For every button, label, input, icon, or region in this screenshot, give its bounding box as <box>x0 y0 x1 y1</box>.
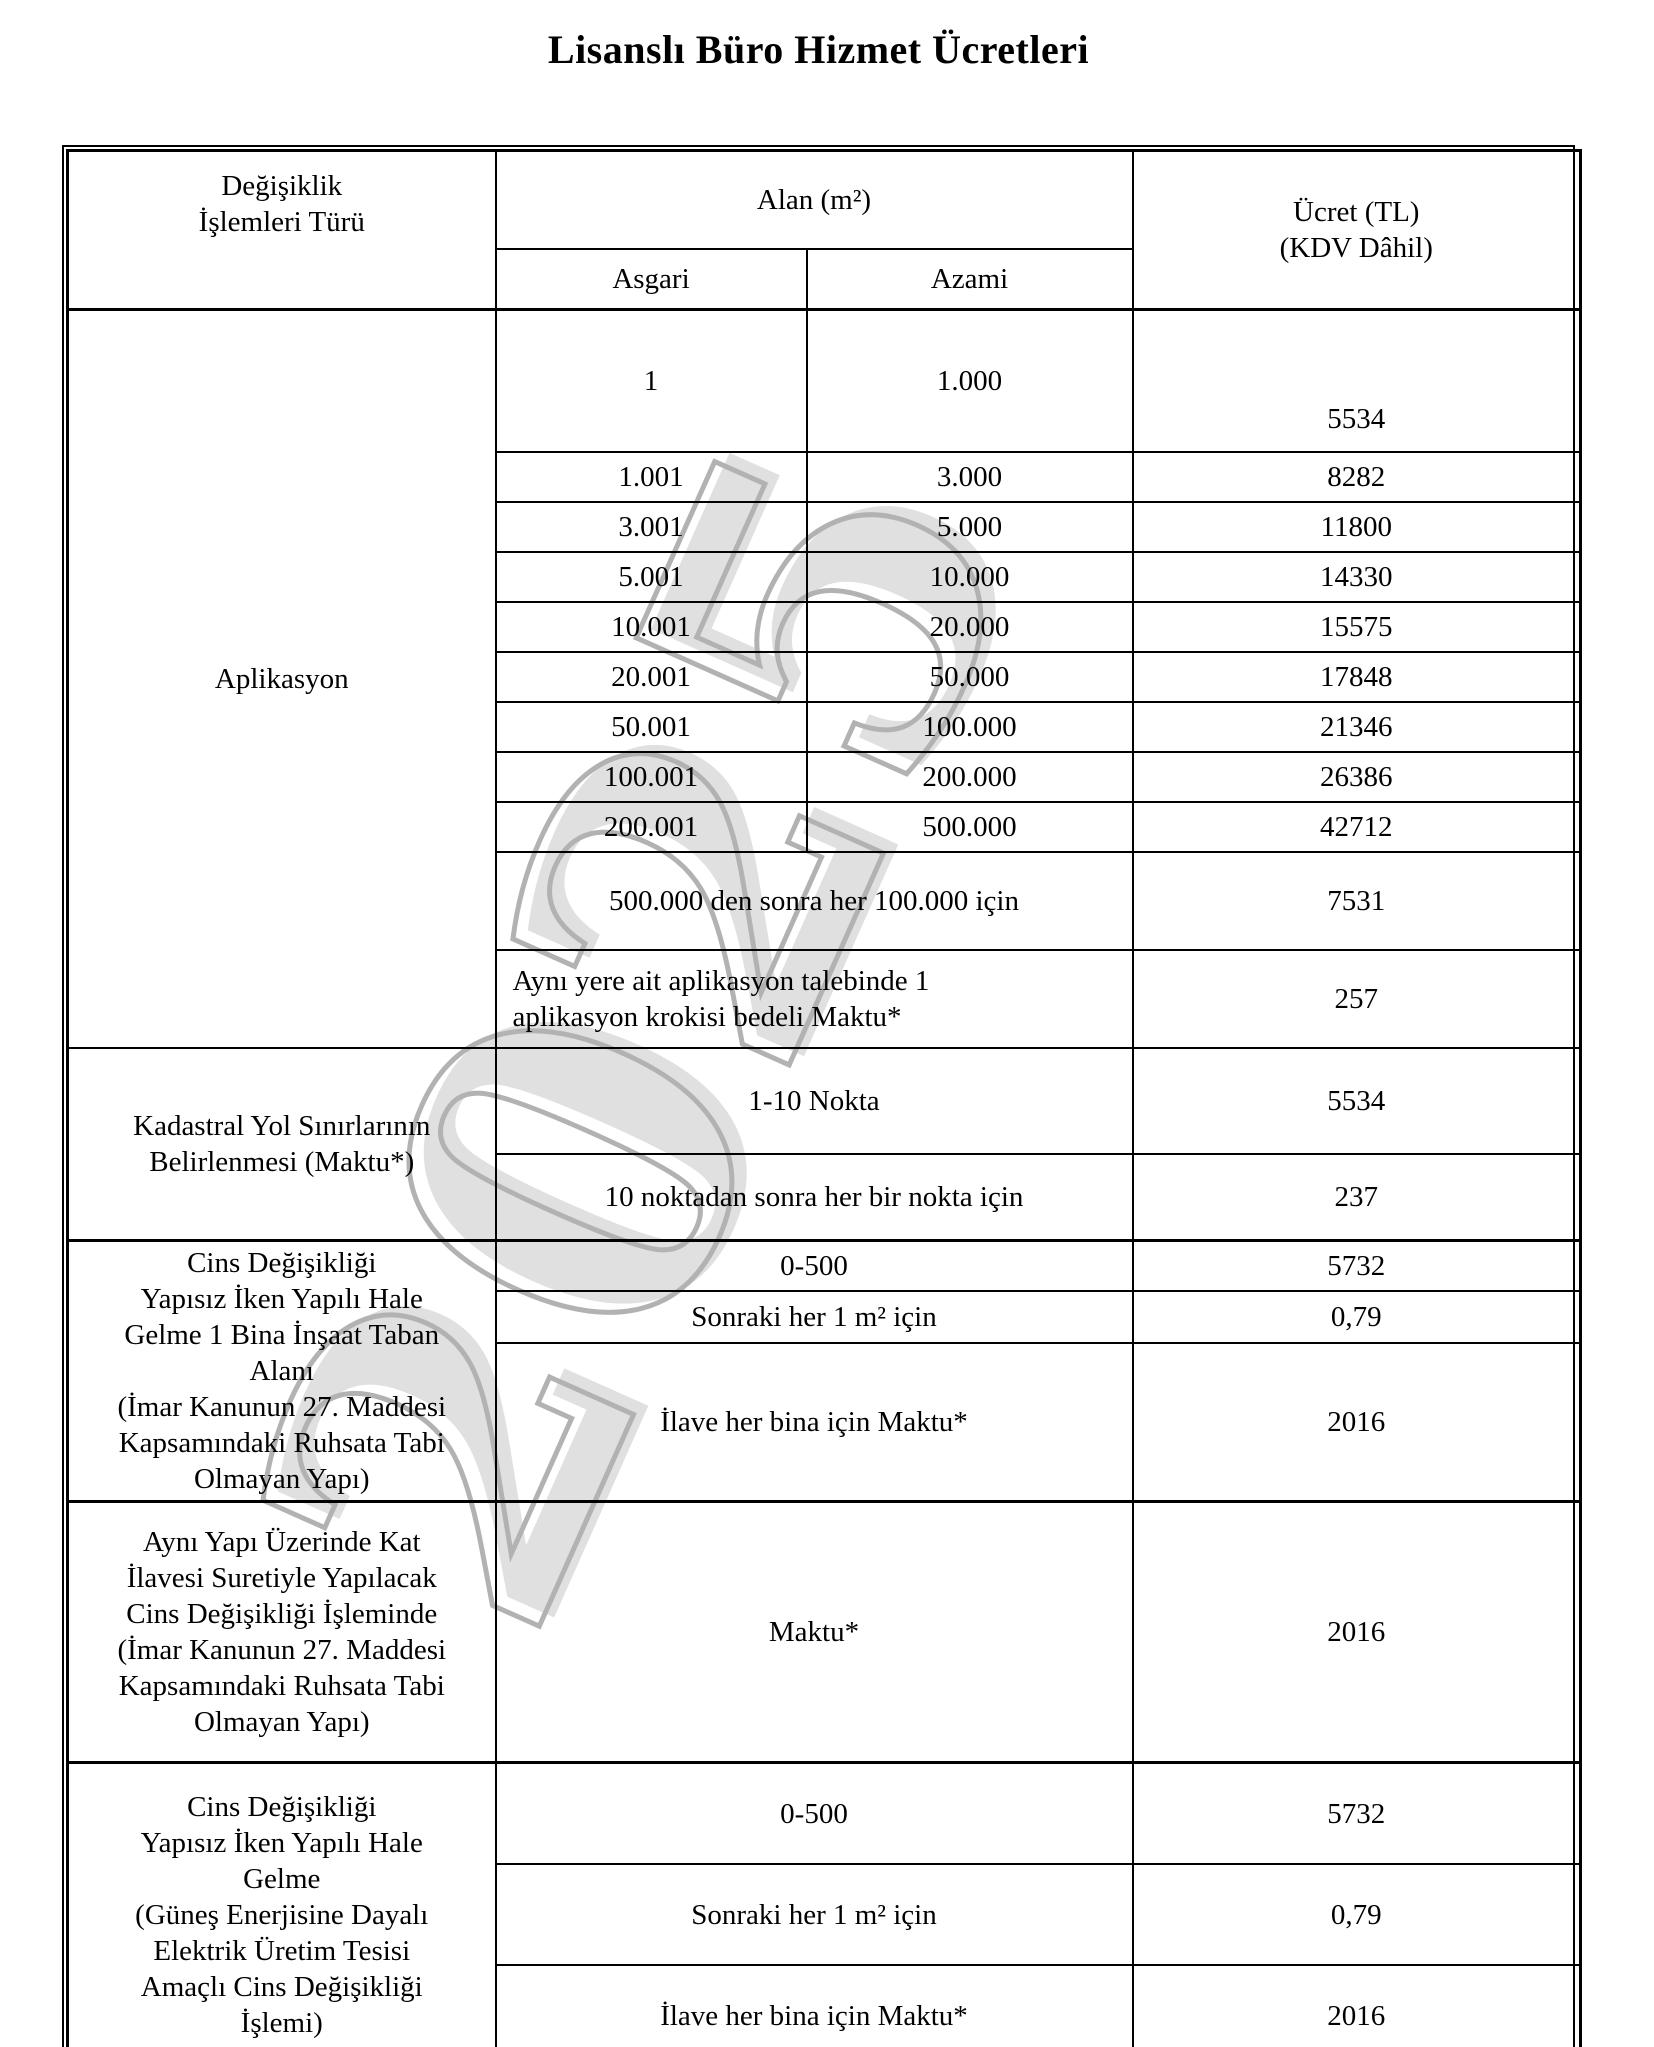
table-row: 3.001 5.000 11800 <box>68 501 1582 553</box>
header-area: Alan (m²) <box>494 149 1134 250</box>
page-title: Lisanslı Büro Hizmet Ücretleri <box>547 27 1090 72</box>
fees-table: Değişiklik İşlemleri Türü Alan (m²) Ücre… <box>66 149 1582 2047</box>
table-row: 10.001 20.000 15575 <box>68 601 1582 653</box>
table-row: Cins Değişikliği Yapısız İken Yapılı Hal… <box>66 1761 1582 2047</box>
fee-cell: 26386 <box>1131 751 1582 803</box>
fee-cell: 11800 <box>1131 501 1582 553</box>
asgari-cell: 100.001 <box>494 751 808 803</box>
table-row: 500.000 den sonra her 100.000 için 7531 <box>68 851 1582 951</box>
azami-cell: 3.000 <box>805 451 1134 503</box>
asgari-cell: 1.001 <box>494 451 808 503</box>
table-row: Cins Değişikliği Yapısız İken Yapılı Hal… <box>66 1239 1582 1503</box>
header-fee: Ücret (TL) (KDV Dâhil) <box>1131 149 1582 311</box>
table-row: Sonraki her 1 m² için 0,79 <box>68 1290 1582 1344</box>
table-row: İlave her bina için Maktu* 2016 <box>68 1342 1582 1503</box>
desc-cell: 1-10 Nokta <box>494 1047 1134 1155</box>
desc-cell: Sonraki her 1 m² için <box>494 1290 1134 1344</box>
desc-cell: İlave her bina için Maktu* <box>494 1964 1134 2047</box>
desc-cell: 500.000 den sonra her 100.000 için <box>494 851 1134 951</box>
table-row: 50.001 100.000 21346 <box>68 701 1582 753</box>
table-row: 5.001 10.000 14330 <box>68 551 1582 603</box>
table-row: 10 noktadan sonra her bir nokta için 237 <box>68 1153 1582 1242</box>
section-label-kadastral: Kadastral Yol Sınırlarının Belirlenmesi … <box>66 1047 497 1242</box>
fee-cell: 7531 <box>1131 851 1582 951</box>
section-label-gunes-enerjisi: Cins Değişikliği Yapısız İken Yapılı Hal… <box>66 1761 497 2047</box>
table-row: İlave her bina için Maktu* 2016 <box>68 1964 1582 2047</box>
azami-cell: 20.000 <box>805 601 1134 653</box>
fee-cell: 2016 <box>1131 1964 1582 2047</box>
table-row: 1.001 3.000 8282 <box>68 451 1582 503</box>
asgari-cell: 50.001 <box>494 701 808 753</box>
section-label-cins-degisikligi-bina: Cins Değişikliği Yapısız İken Yapılı Hal… <box>66 1239 497 1503</box>
fee-cell: 2016 <box>1131 1500 1582 1764</box>
asgari-cell: 200.001 <box>494 801 808 853</box>
header-asgari: Asgari <box>494 248 808 311</box>
desc-cell: Sonraki her 1 m² için <box>494 1863 1134 1966</box>
table-row: Aplikasyon 1 1.000 5534 <box>66 308 1582 1049</box>
fee-cell: 0,79 <box>1131 1290 1582 1344</box>
fees-table-outer-border: Değişiklik İşlemleri Türü Alan (m²) Ücre… <box>62 145 1582 2047</box>
fee-cell: 5534 <box>1131 308 1582 453</box>
desc-cell: 0-500 <box>494 1239 1134 1292</box>
fee-cell: 42712 <box>1131 801 1582 853</box>
fee-cell: 8282 <box>1131 451 1582 503</box>
asgari-cell: 3.001 <box>494 501 808 553</box>
table-row: 20.001 50.000 17848 <box>68 651 1582 703</box>
desc-cell: İlave her bina için Maktu* <box>494 1342 1134 1503</box>
header-row-2: Asgari Azami <box>68 248 1581 311</box>
asgari-cell: 10.001 <box>494 601 808 653</box>
table-row: Aynı yere ait aplikasyon talebinde 1 apl… <box>68 949 1582 1049</box>
fee-cell: 257 <box>1131 949 1582 1049</box>
fee-cell: 5732 <box>1131 1761 1582 1865</box>
table-row: Sonraki her 1 m² için 0,79 <box>68 1863 1582 1966</box>
azami-cell: 50.000 <box>805 651 1134 703</box>
header-row-1: Değişiklik İşlemleri Türü Alan (m²) Ücre… <box>66 149 1582 311</box>
azami-cell: 500.000 <box>805 801 1134 853</box>
fee-cell: 0,79 <box>1131 1863 1582 1966</box>
fee-cell: 14330 <box>1131 551 1582 603</box>
desc-cell: 10 noktadan sonra her bir nokta için <box>494 1153 1134 1242</box>
azami-cell: 10.000 <box>805 551 1134 603</box>
section-label-aplikasyon: Aplikasyon <box>66 308 497 1049</box>
asgari-cell: 5.001 <box>494 551 808 603</box>
fee-cell: 17848 <box>1131 651 1582 703</box>
fee-cell: 2016 <box>1131 1342 1582 1503</box>
header-change-type: Değişiklik İşlemleri Türü <box>66 149 497 311</box>
fee-cell: 5732 <box>1131 1239 1582 1292</box>
table-row: Kadastral Yol Sınırlarının Belirlenmesi … <box>66 1047 1582 1242</box>
table-row: 200.001 500.000 42712 <box>68 801 1582 853</box>
header-azami: Azami <box>805 248 1134 311</box>
azami-cell: 100.000 <box>805 701 1134 753</box>
fee-cell: 5534 <box>1131 1047 1582 1155</box>
desc-cell: Maktu* <box>494 1500 1134 1764</box>
desc-cell: Aynı yere ait aplikasyon talebinde 1 apl… <box>494 949 1134 1049</box>
asgari-cell: 1 <box>494 308 808 453</box>
section-label-kat-ilavesi: Aynı Yapı Üzerinde Kat İlavesi Suretiyle… <box>66 1500 497 1764</box>
table-row: 100.001 200.000 26386 <box>68 751 1582 803</box>
asgari-cell: 20.001 <box>494 651 808 703</box>
azami-cell: 5.000 <box>805 501 1134 553</box>
table-row: Aynı Yapı Üzerinde Kat İlavesi Suretiyle… <box>66 1500 1582 1764</box>
fee-cell: 15575 <box>1131 601 1582 653</box>
azami-cell: 1.000 <box>805 308 1134 453</box>
azami-cell: 200.000 <box>805 751 1134 803</box>
desc-cell: 0-500 <box>494 1761 1134 1865</box>
fee-cell: 21346 <box>1131 701 1582 753</box>
fee-cell: 237 <box>1131 1153 1582 1242</box>
